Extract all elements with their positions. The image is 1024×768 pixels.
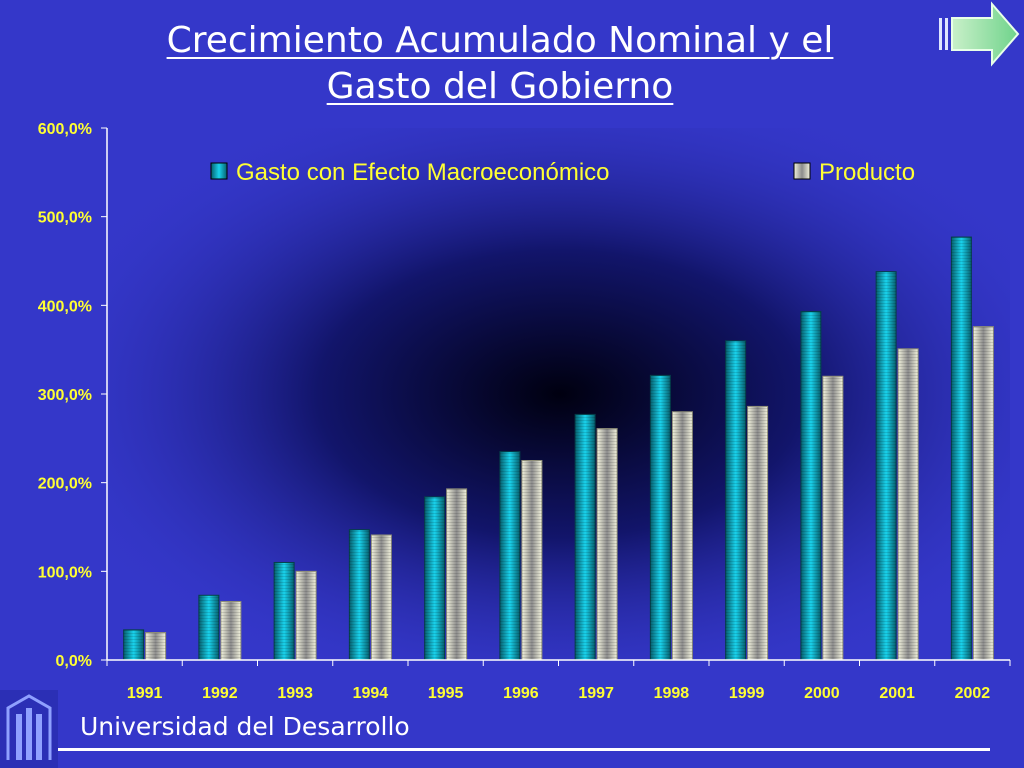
y-tick-label: 200,0%: [38, 476, 92, 493]
x-tick-label: 1998: [654, 685, 690, 702]
x-tick-label: 1996: [503, 685, 539, 702]
footer-text: Universidad del Desarrollo: [80, 712, 410, 741]
bar-gasto-1995: [424, 496, 446, 661]
bar-producto-1999: [747, 405, 769, 661]
x-tick-label: 1995: [428, 685, 464, 702]
bar-producto-1994: [370, 534, 392, 661]
bar-producto-1996: [521, 460, 543, 661]
university-logo-icon: [0, 690, 58, 768]
footer-divider: [58, 748, 990, 751]
title-line-1: Crecimiento Acumulado Nominal y el: [166, 20, 834, 61]
bar-gasto-2000: [800, 311, 822, 661]
bar-gasto-2002: [950, 236, 972, 661]
y-tick-label: 100,0%: [38, 564, 92, 581]
x-tick-label: 1994: [353, 685, 389, 702]
y-tick-label: 300,0%: [38, 387, 92, 404]
x-tick-label: 1991: [127, 685, 163, 702]
y-tick-label: 600,0%: [38, 121, 92, 138]
bar-gasto-1992: [198, 594, 220, 661]
x-tick-label: 2001: [879, 685, 915, 702]
x-tick-label: 2000: [804, 685, 840, 702]
bar-gasto-1996: [499, 451, 521, 661]
bar-producto-1998: [671, 411, 693, 661]
bar-producto-2001: [897, 348, 919, 661]
bar-gasto-1994: [348, 529, 370, 661]
bar-gasto-1991: [123, 629, 145, 661]
bar-gasto-2001: [875, 271, 897, 661]
page-title: Crecimiento Acumulado Nominal y el Gasto…: [60, 18, 940, 110]
bar-producto-2002: [972, 326, 994, 661]
title-line-2: Gasto del Gobierno: [326, 66, 674, 107]
bar-producto-2000: [822, 375, 844, 661]
plot-background: [110, 128, 1010, 660]
bar-producto-1995: [446, 488, 468, 661]
x-tick-label: 1993: [277, 685, 313, 702]
y-tick-label: 500,0%: [38, 210, 92, 227]
bar-producto-1992: [220, 600, 242, 661]
bar-gasto-1999: [725, 340, 747, 661]
legend-swatch-gasto: [210, 162, 228, 180]
x-tick-label: 1997: [578, 685, 614, 702]
next-arrow-icon[interactable]: [936, 0, 1020, 70]
bar-gasto-1997: [574, 413, 596, 661]
bar-gasto-1993: [273, 561, 295, 661]
bar-producto-1993: [295, 570, 317, 661]
x-tick-label: 1992: [202, 685, 238, 702]
y-tick-label: 0,0%: [56, 653, 92, 670]
legend-label-gasto: Gasto con Efecto Macroeconómico: [236, 159, 610, 186]
bar-producto-1997: [596, 428, 618, 661]
legend-swatch-producto: [793, 162, 811, 180]
y-tick-label: 400,0%: [38, 298, 92, 315]
bar-producto-1991: [145, 632, 167, 661]
x-tick-label: 2002: [955, 685, 991, 702]
legend-label-producto: Producto: [819, 159, 915, 186]
x-tick-label: 1999: [729, 685, 765, 702]
bar-gasto-1998: [649, 374, 671, 661]
